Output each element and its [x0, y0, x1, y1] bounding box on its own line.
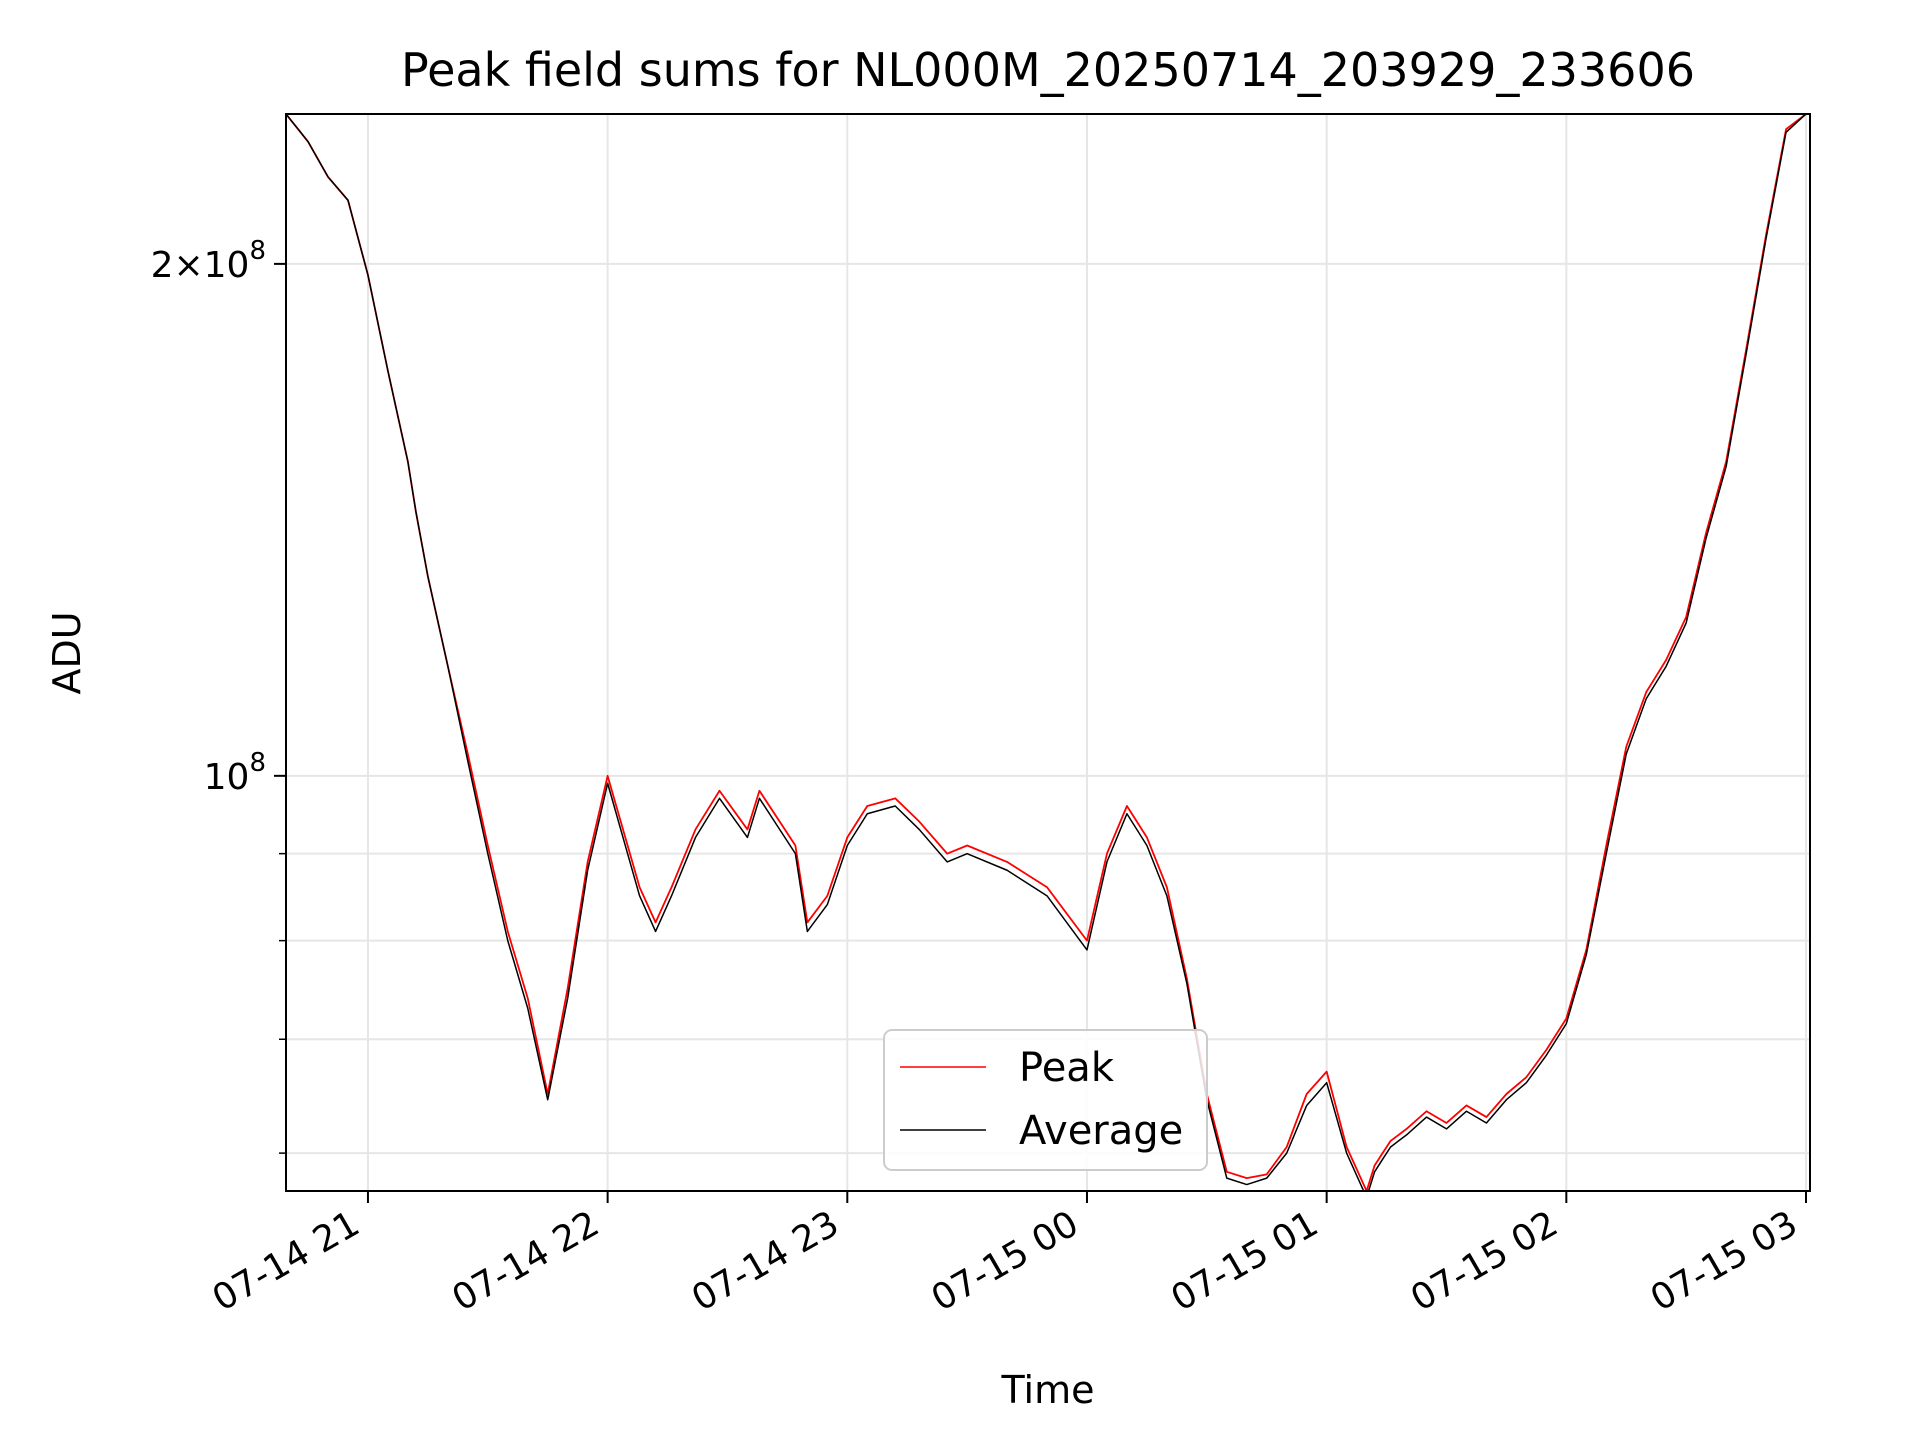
y-tick-label: 2×108: [151, 236, 266, 286]
y-tick-base: 10: [204, 757, 250, 798]
legend-label-peak: Peak: [1019, 1045, 1115, 1091]
y-tick-exponent: 8: [249, 236, 266, 266]
y-tick-exponent: 8: [249, 748, 266, 778]
plot-frame: [285, 113, 1811, 1192]
y-tick-times: ×: [173, 245, 203, 286]
series-line-peak: [286, 114, 1807, 1191]
legend: Peak Average: [883, 1029, 1208, 1171]
x-axis-label: Time: [1001, 1368, 1095, 1412]
legend-label-average: Average: [1019, 1108, 1183, 1154]
y-tick-label: 108: [204, 748, 266, 798]
legend-box: [883, 1029, 1208, 1171]
chart-title: Peak field sums for NL000M_20250714_2039…: [401, 43, 1695, 97]
series-layer: [286, 114, 1807, 1191]
y-axis-label: ADU: [45, 611, 89, 694]
y-tick-mantissa: 2: [151, 245, 174, 286]
y-tick-base: 10: [204, 245, 250, 286]
series-line-average: [286, 114, 1807, 1191]
